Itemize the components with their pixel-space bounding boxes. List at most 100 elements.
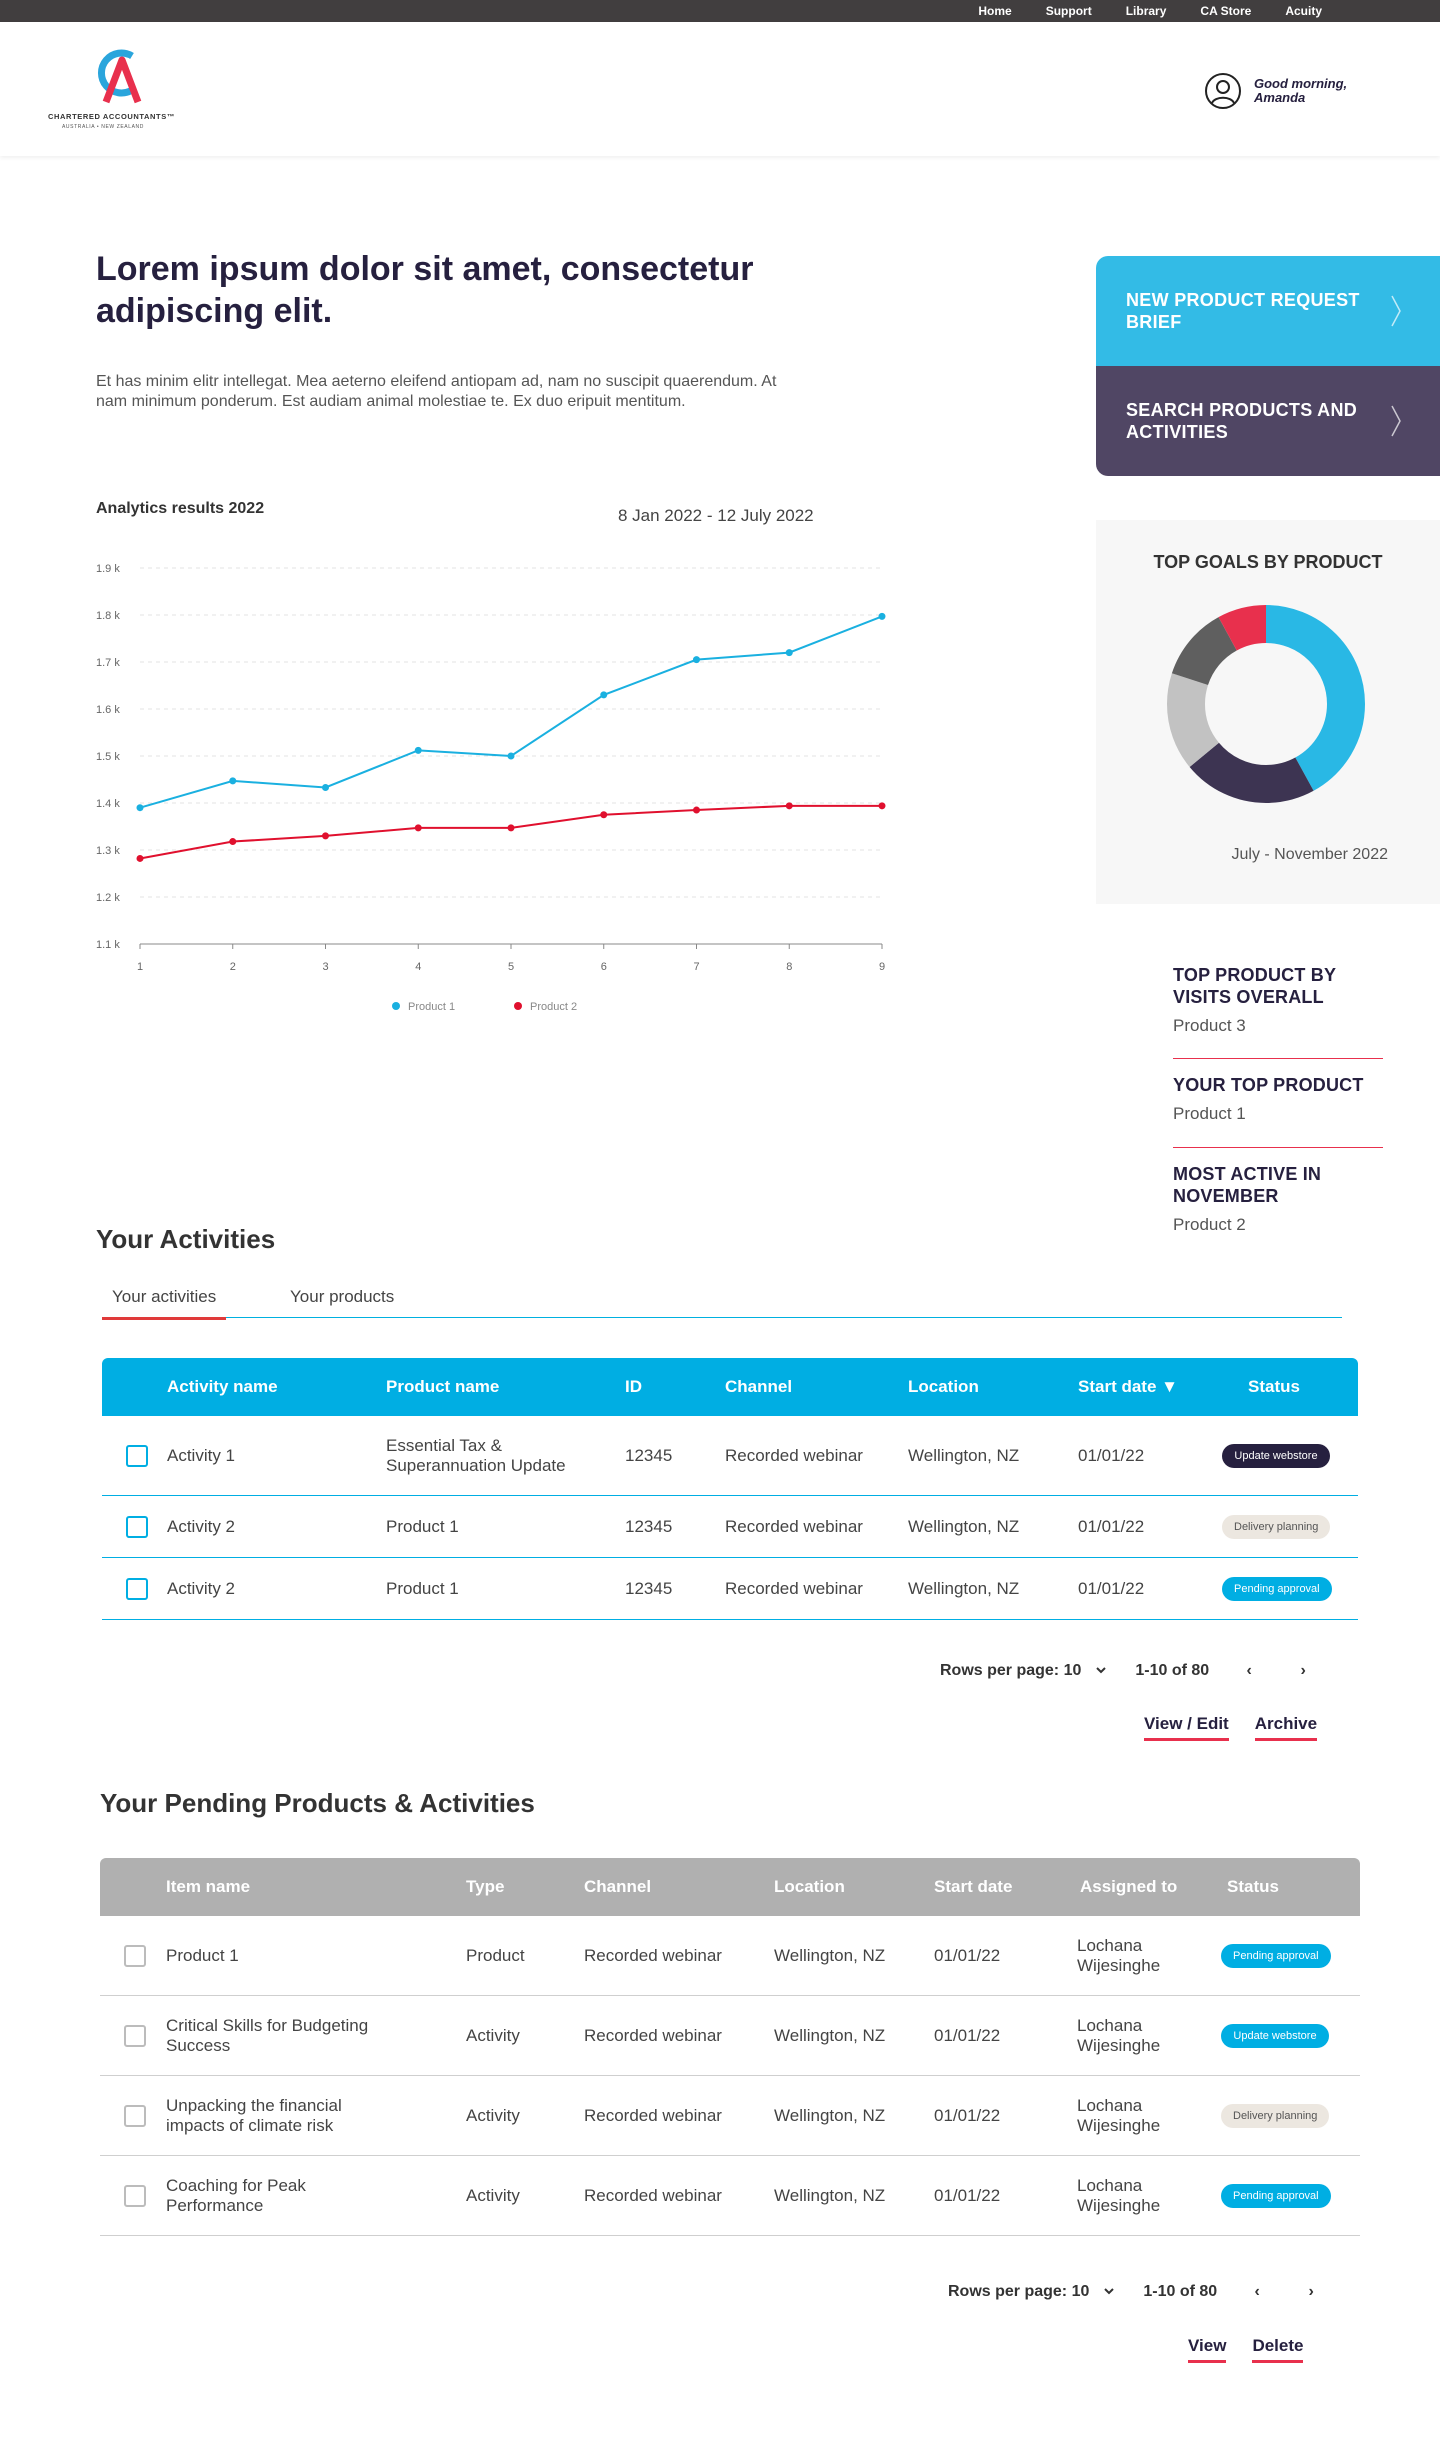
row-checkbox[interactable] [126,1577,148,1600]
tab-your-activities[interactable]: Your activities [101,1276,227,1320]
ca-logo[interactable]: CHARTERED ACCOUNTANTS™ AUSTRALIA • NEW Z… [48,46,198,156]
pending-title: Your Pending Products & Activities [100,1788,535,1818]
status-badge: Pending approval [1221,1943,1331,1968]
cell-assigned-to: Lochana Wijesinghe [1077,1935,1161,1975]
cell-product-name: Product 1 [386,1516,459,1536]
page-range: 1-10 of 80 [1135,1662,1210,1679]
donut-segment-2 [1167,605,1365,803]
view-link[interactable]: View [1188,2336,1227,2363]
cell-channel: Recorded webinar [584,2185,722,2205]
data-point [878,802,886,810]
row-checkbox[interactable] [124,2104,146,2127]
x-tick-label: 4 [415,961,421,973]
rows-per-page-select[interactable]: Rows per page: 10 [948,2283,1119,2301]
col-location[interactable]: Location [908,1377,979,1396]
data-point [136,854,144,862]
rows-per-page-select[interactable]: Rows per page: 10 [940,1662,1111,1680]
prev-page-icon[interactable]: ‹ [1254,2283,1260,2300]
col-assigned-to[interactable]: Assigned to [1080,1877,1178,1896]
col-item-name[interactable]: Item name [166,1877,251,1896]
col-location[interactable]: Location [774,1877,845,1896]
table-row[interactable]: Coaching for Peak Performance Activity R… [100,2156,1360,2236]
user-profile[interactable]: Good morning, Amanda [1204,72,1364,110]
activities-pagination: Rows per page: 10 1-10 of 80 ‹ › [940,1662,1313,1680]
cell-location: Wellington, NZ [774,1945,886,1965]
stat-heading: TOP PRODUCT BY VISITS OVERALL [1173,965,1336,1007]
table-row[interactable]: Product 1 Product Recorded webinar Welli… [100,1916,1360,1996]
top-nav-library[interactable]: Library [1125,4,1167,18]
row-checkbox[interactable] [124,2024,146,2047]
chevron-right-icon [1391,405,1401,437]
top-goals-card: TOP GOALS BY PRODUCT July - November 202… [1096,520,1440,904]
cell-start-date: 01/01/22 [934,1945,1001,1965]
data-point [785,649,793,657]
delete-link[interactable]: Delete [1252,2336,1304,2363]
col-start-date-sort[interactable]: Start date ▼ [1078,1377,1178,1396]
status-badge: Delivery planning [1222,1514,1331,1539]
site-header: CHARTERED ACCOUNTANTS™ AUSTRALIA • NEW Z… [0,22,1440,156]
cell-item-name: Coaching for Peak Performance [166,2175,306,2215]
cell-type: Activity [466,2105,520,2125]
row-checkbox[interactable] [124,1944,146,1967]
cell-channel: Recorded webinar [725,1578,863,1598]
archive-link[interactable]: Archive [1254,1714,1318,1741]
top-utility-bar: Home Support Library CA Store Acuity [0,0,1440,22]
top-nav-acuity[interactable]: Acuity [1285,4,1322,18]
x-tick-label: 5 [508,961,514,973]
activities-table: Activity name Product name ID Channel Lo… [102,1358,1358,1620]
table-row[interactable]: Critical Skills for Budgeting Success Ac… [100,1996,1360,2076]
analytics-line-chart: 1.1 k 1.2 k 1.3 k 1.4 k 1.5 k 1.6 k 1.7 k 1.8 k… [96,563,886,1013]
top-nav-ca-store[interactable]: CA Store [1200,4,1252,18]
y-tick-label: 1.9 k [96,563,120,575]
y-tick-label: 1.8 k [96,610,120,622]
top-nav-home[interactable]: Home [978,4,1012,18]
prev-page-icon[interactable]: ‹ [1246,1662,1252,1679]
cell-start-date: 01/01/22 [934,2025,1001,2045]
cell-location: Wellington, NZ [908,1578,1020,1598]
top-nav: Home Support Library CA Store Acuity [944,0,1322,22]
table-row[interactable]: Activity 2 Product 1 12345 Recorded webi… [102,1496,1358,1558]
data-point [322,783,329,791]
chart-date-range[interactable]: 8 Jan 2022 - 12 July 2022 [618,506,814,525]
cell-assigned-to: Lochana Wijesinghe [1077,2095,1161,2135]
next-page-icon[interactable]: › [1308,2283,1314,2300]
col-start-date[interactable]: Start date [934,1877,1013,1896]
chart-title: Analytics results 2022 [96,500,265,517]
stat-your-top-product: YOUR TOP PRODUCT Product 1 [1173,1074,1383,1124]
top-goals-date: July - November 2022 [1231,846,1388,863]
ca-logo-mark-icon [98,49,142,104]
col-status[interactable]: Status [1227,1877,1279,1896]
search-products-button[interactable]: SEARCH PRODUCTS AND ACTIVITIES [1096,366,1440,476]
legend-label: Product 1 [408,1001,455,1013]
col-channel[interactable]: Channel [584,1877,652,1896]
logo-subtext: AUSTRALIA • NEW ZEALAND [62,124,144,130]
row-checkbox[interactable] [126,1515,148,1538]
col-id[interactable]: ID [625,1377,642,1396]
y-tick-label: 1.5 k [96,751,120,763]
col-activity-name[interactable]: Activity name [167,1377,278,1396]
new-product-request-button[interactable]: NEW PRODUCT REQUEST BRIEF [1096,256,1440,366]
cell-assigned-to: Lochana Wijesinghe [1077,2175,1161,2215]
cell-start-date: 01/01/22 [1078,1578,1145,1598]
col-product-name[interactable]: Product name [386,1377,500,1396]
data-point [414,824,422,832]
table-row[interactable]: Unpacking the financial impacts of clima… [100,2076,1360,2156]
next-page-icon[interactable]: › [1300,1662,1306,1679]
col-channel[interactable]: Channel [725,1377,793,1396]
stat-value: Product 2 [1173,1215,1246,1234]
col-status[interactable]: Status [1248,1377,1300,1396]
table-row[interactable]: Activity 1 Essential Tax & Superannuatio… [102,1416,1358,1496]
x-tick-label: 9 [879,961,885,973]
row-checkbox[interactable] [126,1444,148,1467]
cell-type: Product [466,1945,525,1965]
activities-title: Your Activities [96,1224,276,1254]
view-edit-link[interactable]: View / Edit [1144,1714,1229,1741]
col-type[interactable]: Type [466,1877,505,1896]
table-row[interactable]: Activity 2 Product 1 12345 Recorded webi… [102,1558,1358,1620]
pending-table: Item name Type Channel Location Start da… [100,1858,1360,2236]
stat-top-product-visits: TOP PRODUCT BY VISITS OVERALL Product 3 [1173,964,1383,1036]
cell-id: 12345 [625,1578,673,1598]
row-checkbox[interactable] [124,2184,146,2207]
tab-your-products[interactable]: Your products [290,1287,395,1306]
top-nav-support[interactable]: Support [1045,4,1092,18]
